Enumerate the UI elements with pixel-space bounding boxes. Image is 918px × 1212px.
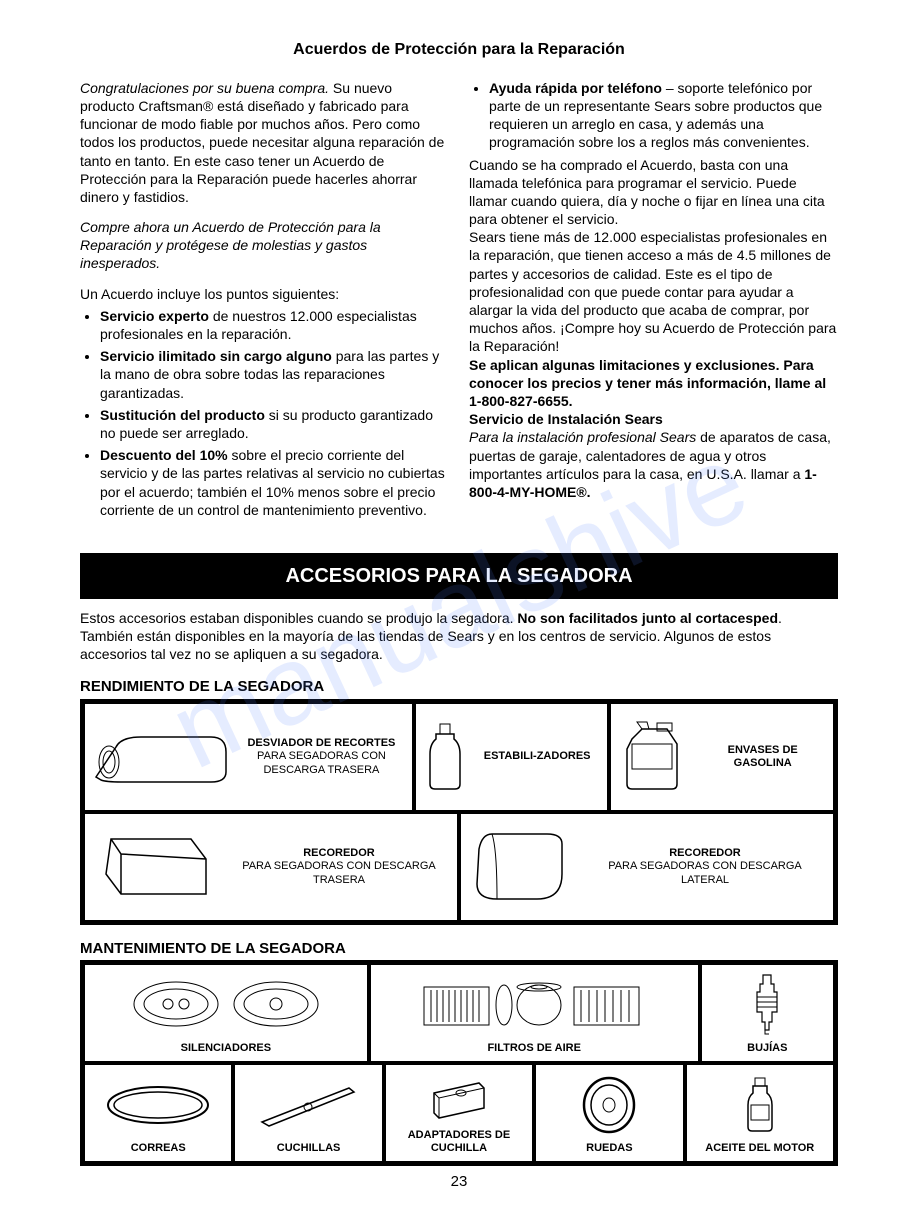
cell-recoredor-trasera: RECOREDORPARA SEGADORAS CON DESCARGA TRA…: [83, 812, 459, 922]
list-item: Servicio experto de nuestros 12.000 espe…: [100, 307, 449, 343]
install-italic: Para la instalación profesional Sears: [469, 429, 696, 445]
sidebag-icon: [467, 824, 577, 909]
cell-adaptadores: ADAPTADORES DE CUCHILLA: [384, 1063, 534, 1163]
banner-para-bold: No son facilitados junto al cortacesped: [517, 610, 778, 626]
muffler-icon: [126, 971, 326, 1038]
two-column-body: Congratulaciones por su buena compra. Su…: [80, 79, 838, 523]
cell-estabilizadores: ESTABILI-ZADORES: [414, 702, 610, 812]
cell-recoredor-lateral: RECOREDORPARA SEGADORAS CON DESCARGA LAT…: [459, 812, 835, 922]
list-item: Sustitución del producto si su producto …: [100, 406, 449, 442]
cell-ruedas: RUEDAS: [534, 1063, 684, 1163]
cell-envases: ENVASES DE GASOLINA: [609, 702, 835, 812]
deflector-icon: [91, 722, 231, 792]
cell-silenciadores: SILENCIADORES: [83, 963, 369, 1063]
agreement-list: Servicio experto de nuestros 12.000 espe…: [80, 307, 449, 519]
page-title: Acuerdos de Protección para la Reparació…: [80, 40, 838, 61]
cell-aceite: ACEITE DEL MOTOR: [685, 1063, 835, 1163]
bottle-icon: [422, 719, 467, 794]
cell-desviador: DESVIADOR DE RECORTESPARA SEGADORAS CON …: [83, 702, 414, 812]
sparkplug-icon: [747, 971, 787, 1038]
blade-icon: [254, 1071, 364, 1138]
gascan-icon: [617, 719, 692, 794]
intro-rest: Su nuevo producto Craftsman® está diseña…: [80, 80, 444, 205]
buy-now-para: Compre ahora un Acuerdo de Protección pa…: [80, 218, 449, 273]
install-title: Servicio de Instalación Sears: [469, 410, 838, 428]
section-mantenimiento: MANTENIMIENTO DE LA SEGADORA: [80, 939, 838, 959]
banner-para-intro: Estos accesorios estaban disponibles cua…: [80, 610, 517, 626]
includes-intro: Un Acuerdo incluye los puntos siguientes…: [80, 285, 449, 303]
cell-cuchillas: CUCHILLAS: [233, 1063, 383, 1163]
right-column: Ayuda rápida por teléfono – soporte tele…: [469, 79, 838, 523]
page-number: 23: [80, 1172, 838, 1192]
adapter-icon: [419, 1071, 499, 1125]
left-column: Congratulaciones por su buena compra. Su…: [80, 79, 449, 523]
cell-bujias: BUJÍAS: [700, 963, 835, 1063]
belt-icon: [103, 1071, 213, 1138]
list-item: Ayuda rápida por teléfono – soporte tele…: [489, 79, 838, 152]
sears-para: Sears tiene más de 12.000 especialistas …: [469, 228, 838, 355]
cell-correas: CORREAS: [83, 1063, 233, 1163]
mantenimiento-grid: SILENCIADORES FILTROS DE AIRE: [80, 960, 838, 1166]
list-item: Descuento del 10% sobre el precio corrie…: [100, 446, 449, 519]
wheel-icon: [574, 1071, 644, 1138]
airfilter-icon: [419, 971, 649, 1038]
cell-filtros: FILTROS DE AIRE: [369, 963, 700, 1063]
oilbottle-icon: [740, 1071, 780, 1138]
section-rendimiento: RENDIMIENTO DE LA SEGADORA: [80, 677, 838, 697]
rendimiento-grid: DESVIADOR DE RECORTESPARA SEGADORAS CON …: [80, 699, 838, 925]
limits-para: Se aplican algunas limitaciones y exclus…: [469, 356, 838, 411]
phone-para: Cuando se ha comprado el Acuerdo, basta …: [469, 156, 838, 229]
accessories-banner: ACCESORIOS PARA LA SEGADORA: [80, 553, 838, 599]
list-item: Servicio ilimitado sin cargo alguno para…: [100, 347, 449, 402]
rearbag-icon: [91, 824, 221, 909]
intro-italic: Congratulaciones por su buena compra.: [80, 80, 329, 96]
